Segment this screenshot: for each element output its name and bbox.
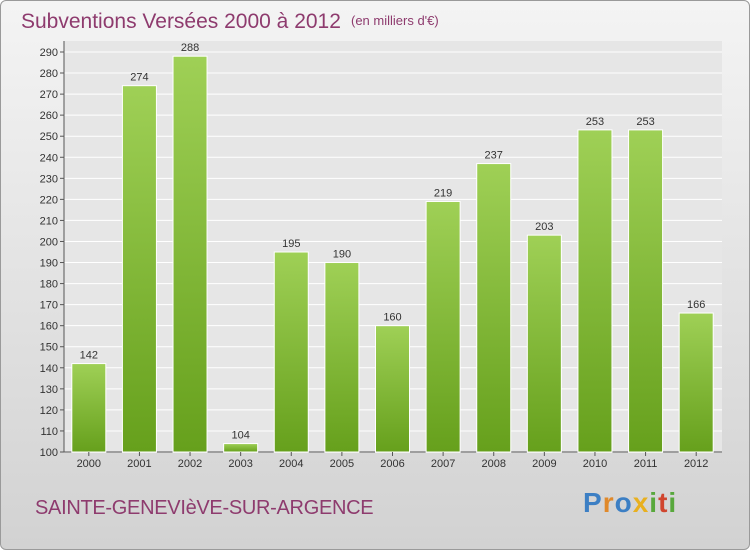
- x-tick-label: 2006: [380, 458, 404, 470]
- bar: [577, 129, 613, 453]
- unit-note: (en milliers d'€): [351, 13, 439, 28]
- y-tick-label: 200: [40, 236, 58, 248]
- data-label: 288: [181, 42, 199, 54]
- y-tick-label: 100: [40, 447, 58, 459]
- x-tick-label: 2001: [127, 458, 151, 470]
- y-tick-label: 240: [40, 152, 58, 164]
- y-tick-label: 140: [40, 363, 58, 375]
- y-tick-label: 210: [40, 215, 58, 227]
- y-tick-label: 120: [40, 405, 58, 417]
- bar: [628, 129, 664, 453]
- data-label: 166: [687, 299, 705, 311]
- bar: [71, 363, 107, 453]
- y-tick-label: 270: [40, 89, 58, 101]
- bar: [476, 163, 512, 453]
- y-tick-label: 220: [40, 194, 58, 206]
- y-tick-label: 130: [40, 384, 58, 396]
- data-label: 253: [636, 116, 654, 128]
- x-tick-label: 2003: [228, 458, 252, 470]
- x-tick-label: 2000: [77, 458, 101, 470]
- x-tick-label: 2004: [279, 458, 303, 470]
- x-tick-label: 2007: [431, 458, 455, 470]
- data-label: 190: [333, 249, 351, 261]
- y-tick-label: 290: [40, 47, 58, 59]
- data-label: 104: [231, 430, 249, 442]
- y-tick-label: 180: [40, 279, 58, 291]
- bar: [121, 85, 157, 453]
- y-tick-label: 160: [40, 321, 58, 333]
- x-tick-label: 2005: [330, 458, 354, 470]
- bar: [678, 312, 714, 453]
- x-tick-label: 2012: [684, 458, 708, 470]
- y-tick-label: 110: [40, 426, 58, 438]
- x-tick-label: 2010: [583, 458, 607, 470]
- bar: [375, 325, 410, 453]
- y-tick-label: 150: [40, 342, 58, 354]
- bar: [425, 200, 461, 453]
- x-tick-label: 2008: [481, 458, 505, 470]
- data-label: 142: [80, 350, 98, 362]
- data-label: 195: [282, 238, 300, 250]
- chart-title: Subventions Versées 2000 à 2012: [21, 10, 341, 33]
- x-tick-label: 2009: [532, 458, 556, 470]
- data-label: 219: [434, 187, 452, 199]
- bar: [172, 55, 208, 453]
- data-label: 237: [485, 150, 503, 162]
- bar: [223, 443, 259, 453]
- y-tick-label: 170: [40, 300, 58, 312]
- y-tick-label: 190: [40, 258, 58, 270]
- y-tick-label: 280: [40, 68, 58, 80]
- x-tick-label: 2011: [634, 458, 658, 470]
- bar: [324, 262, 360, 453]
- data-label: 160: [383, 312, 401, 324]
- x-tick-label: 2002: [178, 458, 202, 470]
- y-tick-label: 230: [40, 173, 58, 185]
- y-tick-label: 250: [40, 131, 58, 143]
- data-label: 253: [586, 116, 604, 128]
- commune-name: SAINTE-GENEVIèVE-SUR-ARGENCE: [35, 497, 374, 519]
- data-label: 203: [535, 221, 553, 233]
- y-tick-label: 260: [40, 110, 58, 122]
- data-label: 274: [130, 72, 148, 84]
- bar: [273, 251, 309, 453]
- proxiti-logo: Proxiti: [583, 487, 678, 518]
- bar: [526, 234, 562, 453]
